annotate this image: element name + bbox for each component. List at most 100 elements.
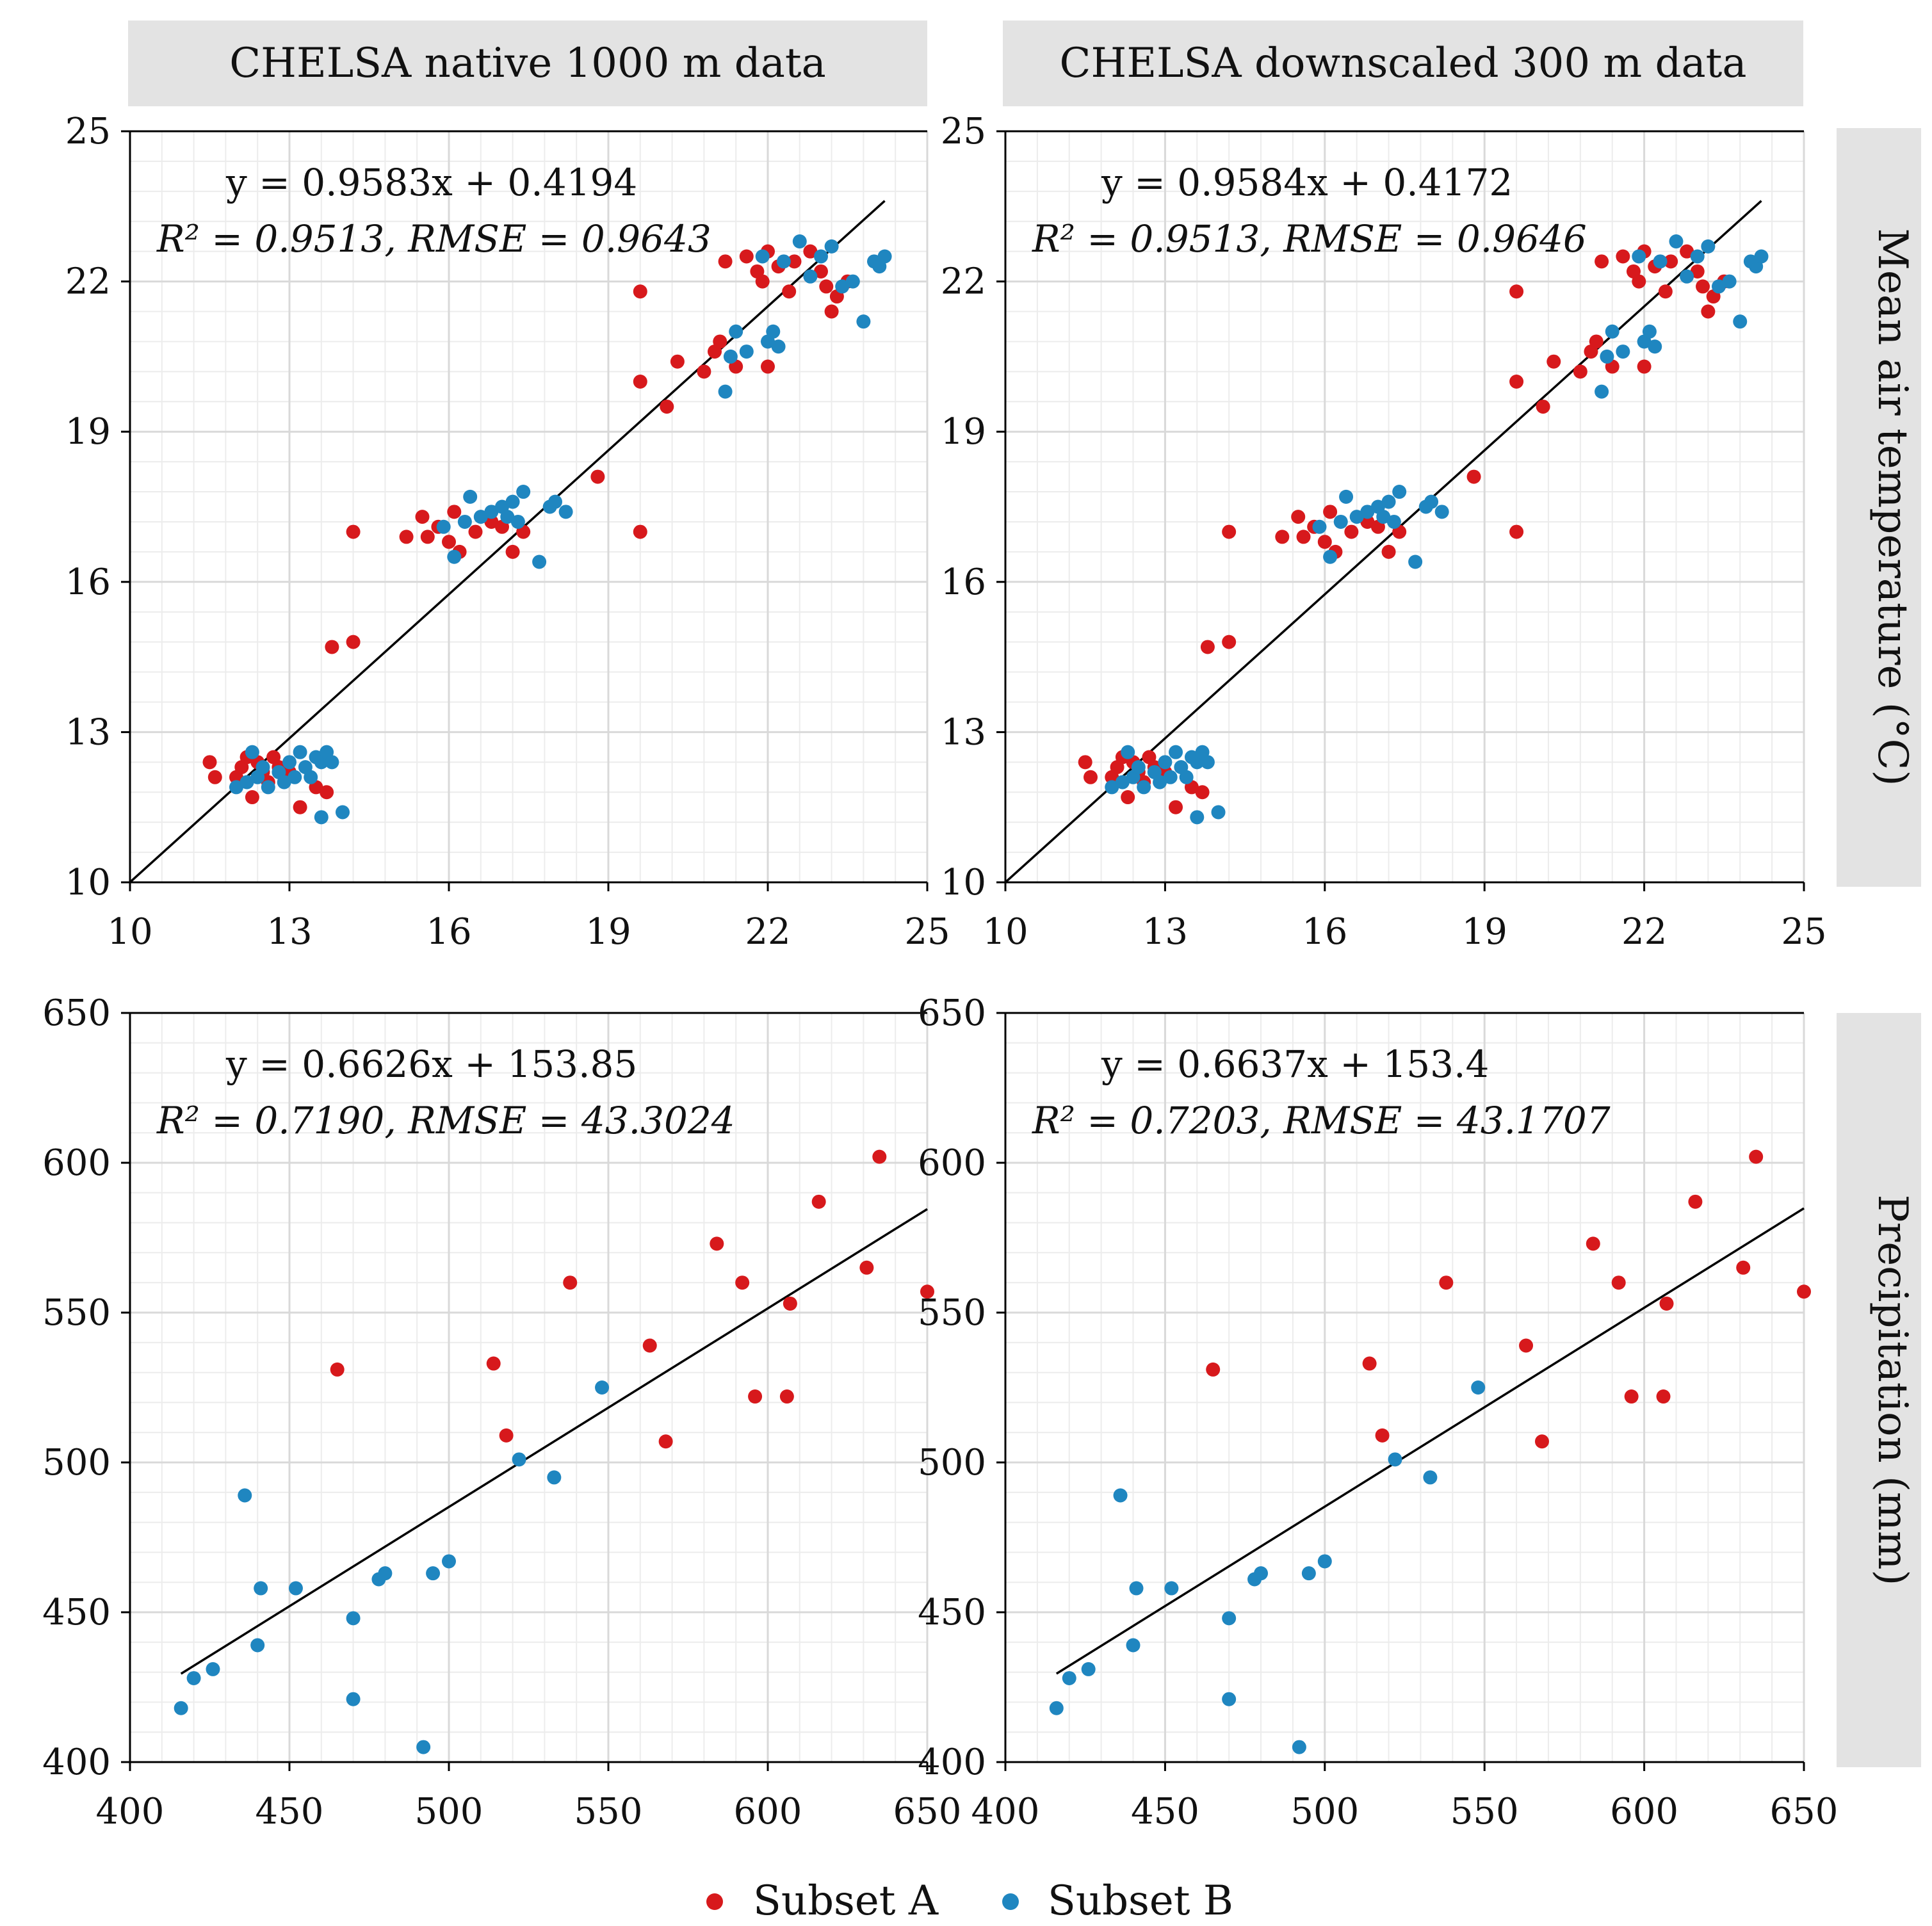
point-subset-a xyxy=(1696,279,1710,294)
point-subset-a xyxy=(1589,334,1603,349)
point-subset-a xyxy=(872,1149,887,1164)
point-subset-b xyxy=(776,254,791,269)
point-subset-b xyxy=(516,485,531,499)
point-subset-a xyxy=(1296,530,1311,544)
point-subset-a xyxy=(1375,1428,1390,1443)
point-subset-a xyxy=(787,254,802,269)
point-subset-a xyxy=(1362,1356,1377,1371)
point-subset-b xyxy=(1105,780,1119,795)
point-subset-b xyxy=(532,554,547,569)
point-subset-b xyxy=(447,549,462,564)
x-tick-label: 16 xyxy=(426,911,471,953)
point-subset-a xyxy=(1664,254,1678,269)
point-subset-b xyxy=(512,1452,526,1467)
x-tick-label: 650 xyxy=(893,1791,962,1833)
point-subset-a xyxy=(811,1194,826,1209)
legend-marker-subset-a xyxy=(706,1893,723,1910)
x-tick-label: 500 xyxy=(1290,1791,1359,1833)
point-subset-b xyxy=(766,324,781,339)
point-subset-b xyxy=(1158,755,1173,770)
point-subset-a xyxy=(484,514,499,529)
y-tick-label: 22 xyxy=(941,261,986,303)
point-subset-a xyxy=(590,469,605,484)
x-tick-label: 22 xyxy=(745,911,790,953)
point-subset-a xyxy=(658,1434,673,1449)
point-subset-a xyxy=(660,400,674,414)
y-tick-label: 16 xyxy=(65,562,111,603)
point-subset-b xyxy=(718,384,733,399)
point-subset-b xyxy=(1471,1380,1486,1395)
point-subset-a xyxy=(755,274,770,289)
regression-stats: R² = 0.7190, RMSE = 43.3024 xyxy=(156,1099,735,1142)
point-subset-b xyxy=(500,510,515,524)
point-subset-b xyxy=(771,339,786,354)
point-subset-b xyxy=(1653,254,1668,269)
point-subset-a xyxy=(1690,264,1705,279)
rmse: RMSE = 43.1707 xyxy=(1283,1099,1611,1142)
x-tick-label: 19 xyxy=(585,911,631,953)
x-tick-label: 13 xyxy=(1142,911,1188,953)
point-subset-b xyxy=(1169,745,1183,759)
y-tick-label: 19 xyxy=(65,411,111,453)
point-subset-b xyxy=(1642,324,1657,339)
point-subset-b xyxy=(1062,1671,1076,1685)
point-subset-b xyxy=(346,1611,361,1626)
point-subset-b xyxy=(1754,249,1769,264)
row-header-precipitation: Precipitation (mm) xyxy=(1837,1013,1921,1767)
y-tick-label: 400 xyxy=(42,1742,111,1783)
point-subset-a xyxy=(346,524,361,539)
point-subset-b xyxy=(792,234,807,249)
point-subset-a xyxy=(293,800,307,814)
legend-label-subset-b: Subset B xyxy=(1048,1877,1233,1925)
regression-equation: y = 0.9584x + 0.4172 xyxy=(1101,161,1513,204)
point-subset-a xyxy=(420,530,435,544)
point-subset-b xyxy=(1423,1470,1438,1485)
point-subset-a xyxy=(1222,524,1237,539)
x-tick-label: 10 xyxy=(107,911,152,953)
point-subset-a xyxy=(563,1275,578,1290)
point-subset-b xyxy=(1081,1662,1096,1676)
point-subset-b xyxy=(1115,775,1130,789)
point-subset-a xyxy=(1546,354,1561,369)
point-subset-b xyxy=(442,1554,456,1569)
point-subset-b xyxy=(1113,1488,1128,1503)
point-subset-b xyxy=(416,1740,431,1754)
x-tick-label: 16 xyxy=(1302,911,1347,953)
point-subset-a xyxy=(859,1260,874,1275)
point-subset-a xyxy=(718,254,733,269)
regression-line xyxy=(1055,1207,1805,1675)
point-subset-a xyxy=(814,264,828,279)
point-subset-a xyxy=(1323,505,1338,519)
y-tick-label: 400 xyxy=(918,1742,986,1783)
point-subset-a xyxy=(1637,359,1652,374)
panel-precipitation-native: 400 450 500 550 600 650 400 450 500 550 600 650 y = … xyxy=(42,992,961,1833)
point-subset-a xyxy=(1466,469,1481,484)
point-subset-b xyxy=(282,755,296,770)
point-subset-a xyxy=(1509,284,1524,299)
y-tick-label: 25 xyxy=(941,111,986,152)
point-subset-b xyxy=(250,1638,265,1653)
point-subset-a xyxy=(1317,535,1332,549)
point-subset-b xyxy=(239,775,254,789)
point-subset-b xyxy=(238,1488,252,1503)
point-subset-b xyxy=(1292,1740,1306,1754)
point-subset-a xyxy=(1749,1149,1764,1164)
y-tick-label: 550 xyxy=(42,1292,111,1334)
x-tick-label: 550 xyxy=(1450,1791,1519,1833)
legend-marker-subset-b xyxy=(1002,1893,1019,1910)
point-subset-a xyxy=(633,524,647,539)
point-subset-b xyxy=(1392,485,1407,499)
regression-equation: y = 0.6626x + 153.85 xyxy=(225,1042,637,1086)
point-subset-b xyxy=(1648,339,1662,354)
point-subset-b xyxy=(245,745,259,759)
point-subset-a xyxy=(1536,400,1550,414)
point-subset-a xyxy=(399,530,414,544)
point-subset-b xyxy=(1733,314,1748,329)
point-subset-b xyxy=(304,770,318,784)
y-tick-label: 13 xyxy=(65,711,111,753)
row-title-temperature: Mean air temperature (°C) xyxy=(1869,228,1916,786)
point-subset-b xyxy=(1164,1581,1179,1596)
point-subset-a xyxy=(1509,375,1524,389)
point-subset-a xyxy=(920,1284,934,1299)
point-subset-a xyxy=(713,334,727,349)
